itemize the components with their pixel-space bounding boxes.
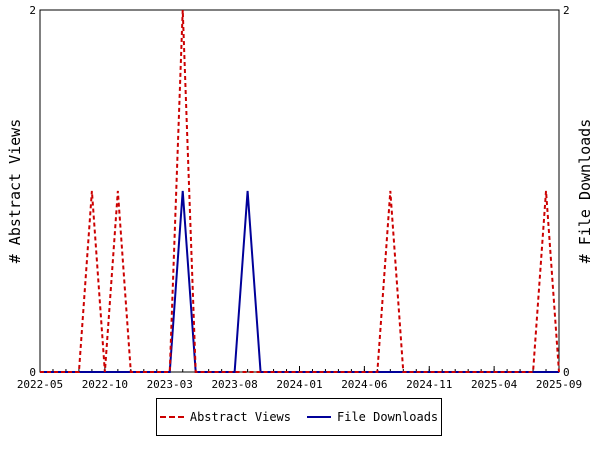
x-tick-label: 2022-05 [17, 378, 63, 391]
x-tick-label: 2023-08 [211, 378, 257, 391]
legend-label-abstract-views: Abstract Views [189, 410, 291, 424]
legend: Abstract Views File Downloads [156, 398, 442, 436]
legend-swatch-abstract-views [159, 416, 184, 418]
x-tick-label: 2025-09 [536, 378, 582, 391]
x-tick-label: 2025-04 [471, 378, 518, 391]
legend-item-abstract-views: Abstract Views [159, 410, 291, 424]
y-tick-label-right: 2 [563, 4, 570, 17]
x-tick-label: 2022-10 [82, 378, 128, 391]
y-tick-label-left: 2 [29, 4, 36, 17]
x-tick-label: 2024-06 [341, 378, 387, 391]
legend-item-file-downloads: File Downloads [307, 410, 438, 424]
x-tick-label: 2024-11 [406, 378, 452, 391]
y-axis-title-right: # File Downloads [576, 119, 594, 264]
x-tick-label: 2024-01 [276, 378, 322, 391]
y-axis-title-left: # Abstract Views [6, 119, 24, 264]
legend-swatch-file-downloads [307, 416, 331, 418]
legend-label-file-downloads: File Downloads [337, 410, 439, 424]
x-tick-label: 2023-03 [147, 378, 193, 391]
plot-area [39, 9, 560, 373]
y-tick-label-left: 0 [29, 366, 36, 379]
y-tick-label-right: 0 [563, 366, 570, 379]
series-layer [39, 9, 560, 373]
x-axis-ticks: 2022-05 2022-10 2023-03 2023-08 2024-01 2024-… [17, 366, 582, 391]
